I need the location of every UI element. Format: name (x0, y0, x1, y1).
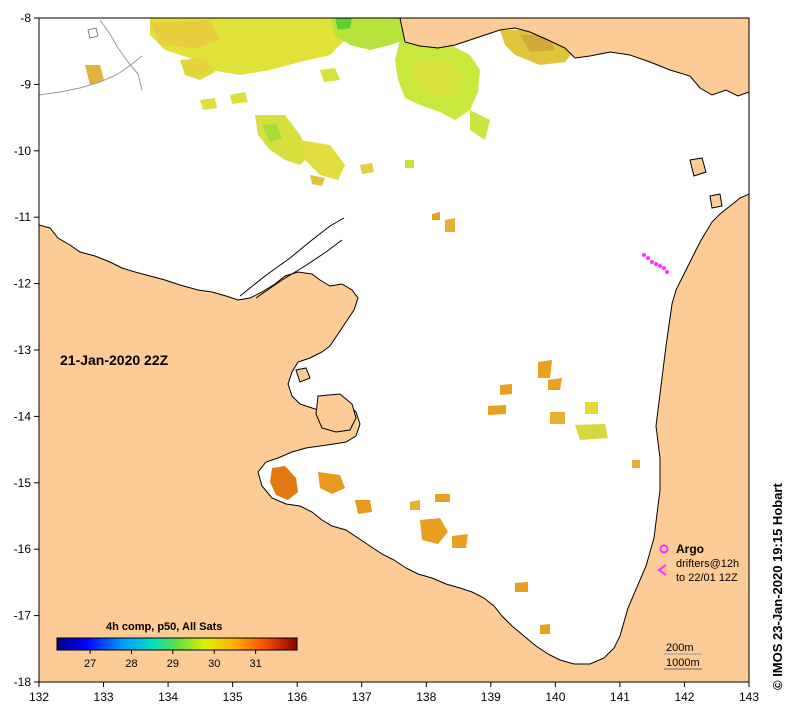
contour-1000-label: 1000m (666, 657, 700, 669)
x-tick-label: 139 (481, 690, 501, 704)
island-small-2 (689, 157, 707, 177)
y-tick-label: -17 (14, 609, 32, 623)
x-tick-label: 141 (610, 690, 630, 704)
y-tick-label: -9 (20, 77, 31, 91)
colorbar-tick-label: 29 (167, 658, 179, 670)
y-tick-label: -11 (15, 210, 32, 224)
land-north-right (399, 18, 749, 97)
island-small-3 (709, 193, 723, 209)
colorbar: 4h comp, p50, All Sats 27 28 29 30 31 (56, 621, 298, 670)
island-small-4 (87, 27, 99, 39)
y-axis: -8 -9 -10 -11 -12 -13 -14 -15 -16 -17 -18 (14, 11, 39, 689)
y-tick-label: -8 (20, 11, 31, 25)
x-tick-label: 133 (94, 690, 114, 704)
x-tick-label: 132 (29, 690, 49, 704)
date-label: 21-Jan-2020 22Z (60, 352, 169, 368)
drifters-label-1: drifters@12h (676, 558, 739, 570)
y-tick-label: -16 (14, 542, 32, 556)
colorbar-gradient (56, 637, 298, 651)
colorbar-tick-label: 30 (208, 658, 220, 670)
drifter-chevron-icon (657, 564, 667, 576)
colorbar-tick-label: 28 (125, 658, 137, 670)
map-plot-area: 21-Jan-2020 22Z Argo drifters@12h to 22/… (39, 18, 749, 682)
drifter-legend: Argo drifters@12h to 22/01 12Z (657, 542, 739, 584)
x-axis: 132 133 134 135 136 137 138 139 140 141 142 143 (29, 682, 759, 704)
colorbar-tick-label: 31 (249, 658, 261, 670)
x-tick-label: 135 (223, 690, 243, 704)
argo-marker-icon (659, 544, 669, 554)
x-tick-label: 140 (545, 690, 565, 704)
coastal-rivers (239, 217, 345, 297)
island-groote (315, 393, 357, 433)
sst-patches (85, 18, 575, 186)
colorbar-tick-label: 27 (84, 658, 96, 670)
x-tick-label: 136 (287, 690, 307, 704)
contour-200-label: 200m (666, 642, 694, 654)
y-tick-label: -10 (14, 144, 32, 158)
argo-label: Argo (676, 542, 704, 556)
colorbar-title: 4h comp, p50, All Sats (106, 621, 222, 633)
shelf-contour (39, 55, 143, 96)
argo-drifter-track (642, 253, 669, 274)
drifters-label-2: to 22/01 12Z (676, 572, 738, 584)
colorbar-ticks: 27 28 29 30 31 (84, 650, 262, 670)
land-west (39, 193, 749, 682)
x-tick-label: 134 (158, 690, 178, 704)
contour-legend: 200m 1000m (664, 642, 702, 670)
y-tick-label: -15 (14, 476, 32, 490)
x-tick-label: 142 (674, 690, 694, 704)
y-tick-label: -18 (14, 675, 32, 689)
y-tick-label: -14 (14, 409, 32, 423)
x-tick-label: 138 (416, 690, 436, 704)
credit-label: © IMOS 23-Jan-2020 19:15 Hobart (770, 483, 785, 690)
y-tick-label: -12 (14, 277, 32, 291)
x-tick-label: 143 (739, 690, 759, 704)
x-tick-label: 137 (352, 690, 372, 704)
sst-patches-south (270, 212, 640, 634)
y-tick-label: -13 (14, 343, 32, 357)
island-small-1 (295, 367, 311, 383)
